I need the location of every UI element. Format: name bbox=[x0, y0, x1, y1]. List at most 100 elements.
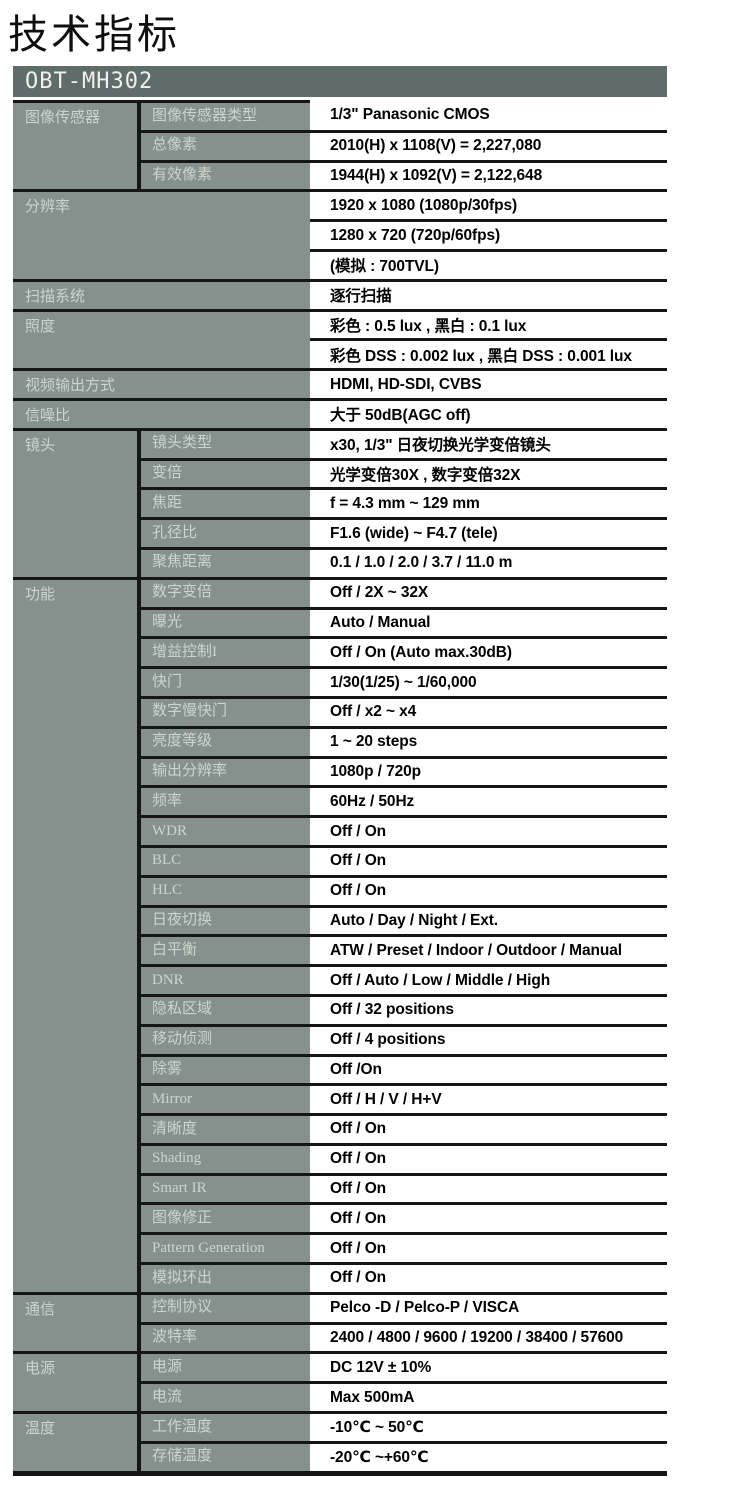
spec-value: Off / On bbox=[330, 1180, 387, 1198]
spec-label-cell: 孔径比 bbox=[141, 517, 310, 547]
spec-label-cell: 有效像素 bbox=[141, 159, 310, 190]
spec-row: 镜头类型 x30, 1/3" 日夜切换光学变倍镜头 bbox=[141, 427, 667, 458]
spec-row: 移动侦测 Off / 4 positions bbox=[141, 1023, 667, 1054]
category-cell: 信噪比 bbox=[13, 397, 310, 428]
spec-value-cell: Off / 32 positions bbox=[310, 993, 667, 1024]
spec-value: Max 500mA bbox=[330, 1388, 415, 1406]
spec-label-cell: 控制协议 bbox=[141, 1291, 310, 1322]
spec-label-cell: 清晰度 bbox=[141, 1113, 310, 1143]
spec-section: 功能 数字变倍 Off / 2X ~ 32X 曝光 Auto / Manual 增益控制I… bbox=[13, 576, 667, 1292]
category-label: 扫描系统 bbox=[25, 288, 86, 305]
spec-row: Shading Off / On bbox=[141, 1142, 667, 1173]
spec-label-cell: 聚焦距离 bbox=[141, 546, 310, 577]
category-cell: 镜头 bbox=[13, 427, 137, 577]
spec-row: 工作温度 -10℃ ~ 50℃ bbox=[141, 1411, 667, 1441]
spec-label-cell: 总像素 bbox=[141, 129, 310, 160]
spec-row: 彩色 DSS : 0.002 lux , 黑白 DSS : 0.001 lux bbox=[310, 338, 667, 369]
section-rows: 图像传感器类型 1/3" Panasonic CMOS 总像素 2010(H) x 1… bbox=[137, 100, 667, 190]
spec-value-cell: DC 12V ± 10% bbox=[310, 1351, 667, 1382]
spec-value: -10℃ ~ 50℃ bbox=[330, 1418, 424, 1436]
spec-row: 孔径比 F1.6 (wide) ~ F4.7 (tele) bbox=[141, 517, 667, 547]
spec-row: 电流 Max 500mA bbox=[141, 1381, 667, 1412]
spec-value: 光学变倍30X , 数字变倍32X bbox=[330, 466, 521, 484]
spec-label-cell: 亮度等级 bbox=[141, 725, 310, 756]
spec-value-cell: f = 4.3 mm ~ 129 mm bbox=[310, 487, 667, 518]
spec-value-cell: Off / On bbox=[310, 1142, 667, 1173]
spec-row: 增益控制I Off / On (Auto max.30dB) bbox=[141, 636, 667, 667]
spec-value: Off / Auto / Low / Middle / High bbox=[330, 971, 551, 989]
spec-label-cell: 输出分辨率 bbox=[141, 755, 310, 786]
section-rows: 数字变倍 Off / 2X ~ 32X 曝光 Auto / Manual 增益控制I Of… bbox=[137, 576, 667, 1292]
spec-section: 信噪比 大于 50dB(AGC off) bbox=[13, 397, 667, 428]
spec-value: Off / On bbox=[330, 1209, 387, 1227]
spec-value-cell: F1.6 (wide) ~ F4.7 (tele) bbox=[310, 517, 667, 547]
spec-label: 电流 bbox=[152, 1388, 183, 1405]
spec-row: 日夜切换 Auto / Day / Night / Ext. bbox=[141, 904, 667, 935]
spec-label-cell: 图像传感器类型 bbox=[141, 100, 310, 130]
spec-section: 镜头 镜头类型 x30, 1/3" 日夜切换光学变倍镜头 变倍 光学变倍30X , 数字… bbox=[13, 427, 667, 577]
spec-label: 除雾 bbox=[152, 1061, 183, 1078]
spec-label: WDR bbox=[152, 822, 187, 839]
category-cell: 通信 bbox=[13, 1291, 137, 1352]
spec-label: 亮度等级 bbox=[152, 733, 213, 750]
spec-label-cell: 除雾 bbox=[141, 1053, 310, 1084]
category-label: 温度 bbox=[25, 1421, 56, 1438]
spec-label: 快门 bbox=[152, 673, 183, 690]
spec-section: 图像传感器 图像传感器类型 1/3" Panasonic CMOS 总像素 2010(H… bbox=[13, 100, 667, 190]
spec-label: 总像素 bbox=[152, 137, 198, 154]
model-header-bar: OBT-MH302 bbox=[13, 66, 667, 97]
spec-label: 频率 bbox=[152, 792, 183, 809]
spec-label-cell: 变倍 bbox=[141, 457, 310, 488]
spec-table: 图像传感器 图像传感器类型 1/3" Panasonic CMOS 总像素 2010(H… bbox=[13, 100, 667, 1476]
spec-row: 模拟环出 Off / On bbox=[141, 1262, 667, 1292]
spec-value-cell: 60Hz / 50Hz bbox=[310, 785, 667, 816]
spec-value: ATW / Preset / Indoor / Outdoor / Manual bbox=[330, 941, 622, 959]
spec-value: 1920 x 1080 (1080p/30fps) bbox=[330, 196, 518, 214]
spec-value-cell: Off / On bbox=[310, 1202, 667, 1233]
model-name: OBT-MH302 bbox=[25, 69, 154, 94]
spec-label-cell: 工作温度 bbox=[141, 1411, 310, 1441]
category-cell: 图像传感器 bbox=[13, 100, 137, 190]
spec-row: 白平衡 ATW / Preset / Indoor / Outdoor / Man… bbox=[141, 934, 667, 965]
section-rows: HDMI, HD-SDI, CVBS bbox=[310, 368, 667, 398]
spec-label: Smart IR bbox=[152, 1180, 207, 1197]
spec-row: 大于 50dB(AGC off) bbox=[310, 397, 667, 428]
spec-row: 图像传感器类型 1/3" Panasonic CMOS bbox=[141, 100, 667, 130]
spec-row: 彩色 : 0.5 lux , 黑白 : 0.1 lux bbox=[310, 308, 667, 339]
category-cell: 电源 bbox=[13, 1351, 137, 1412]
spec-value-cell: Off /On bbox=[310, 1053, 667, 1084]
spec-section: 视频输出方式 HDMI, HD-SDI, CVBS bbox=[13, 368, 667, 398]
spec-value-cell: 1920 x 1080 (1080p/30fps) bbox=[310, 189, 667, 220]
spec-label: 增益控制I bbox=[152, 643, 217, 660]
spec-value: 60Hz / 50Hz bbox=[330, 792, 415, 810]
spec-value-cell: 光学变倍30X , 数字变倍32X bbox=[310, 457, 667, 488]
spec-label: Pattern Generation bbox=[152, 1239, 265, 1256]
spec-row: 清晰度 Off / On bbox=[141, 1113, 667, 1143]
spec-value: Off / On bbox=[330, 852, 387, 870]
spec-value: 1080p / 720p bbox=[330, 762, 421, 780]
spec-value: Off /On bbox=[330, 1060, 382, 1078]
spec-row: WDR Off / On bbox=[141, 815, 667, 845]
spec-label-cell: DNR bbox=[141, 964, 310, 994]
spec-value: 2010(H) x 1108(V) = 2,227,080 bbox=[330, 137, 542, 155]
spec-value: x30, 1/3" 日夜切换光学变倍镜头 bbox=[330, 437, 551, 455]
spec-value-cell: Off / On bbox=[310, 1262, 667, 1292]
spec-row: 控制协议 Pelco -D / Pelco-P / VISCA bbox=[141, 1291, 667, 1322]
section-rows: 工作温度 -10℃ ~ 50℃ 存储温度 -20℃ ~+60℃ bbox=[137, 1411, 667, 1471]
spec-label-cell: Pattern Generation bbox=[141, 1232, 310, 1263]
spec-label-cell: 电流 bbox=[141, 1381, 310, 1412]
spec-value: Off / 4 positions bbox=[330, 1031, 446, 1049]
spec-row: 曝光 Auto / Manual bbox=[141, 606, 667, 637]
spec-value: Off / On bbox=[330, 1150, 387, 1168]
spec-row: 电源 DC 12V ± 10% bbox=[141, 1351, 667, 1382]
spec-label-cell: 增益控制I bbox=[141, 636, 310, 667]
spec-value: f = 4.3 mm ~ 129 mm bbox=[330, 494, 480, 512]
spec-label-cell: 模拟环出 bbox=[141, 1262, 310, 1292]
spec-value: DC 12V ± 10% bbox=[330, 1358, 432, 1376]
spec-value-cell: ATW / Preset / Indoor / Outdoor / Manual bbox=[310, 934, 667, 965]
spec-label: 控制协议 bbox=[152, 1299, 213, 1316]
spec-value-cell: 大于 50dB(AGC off) bbox=[310, 397, 667, 428]
spec-label-cell: BLC bbox=[141, 844, 310, 875]
spec-row: 波特率 2400 / 4800 / 9600 / 19200 / 38400 / … bbox=[141, 1321, 667, 1352]
spec-row: 1280 x 720 (720p/60fps) bbox=[310, 219, 667, 249]
